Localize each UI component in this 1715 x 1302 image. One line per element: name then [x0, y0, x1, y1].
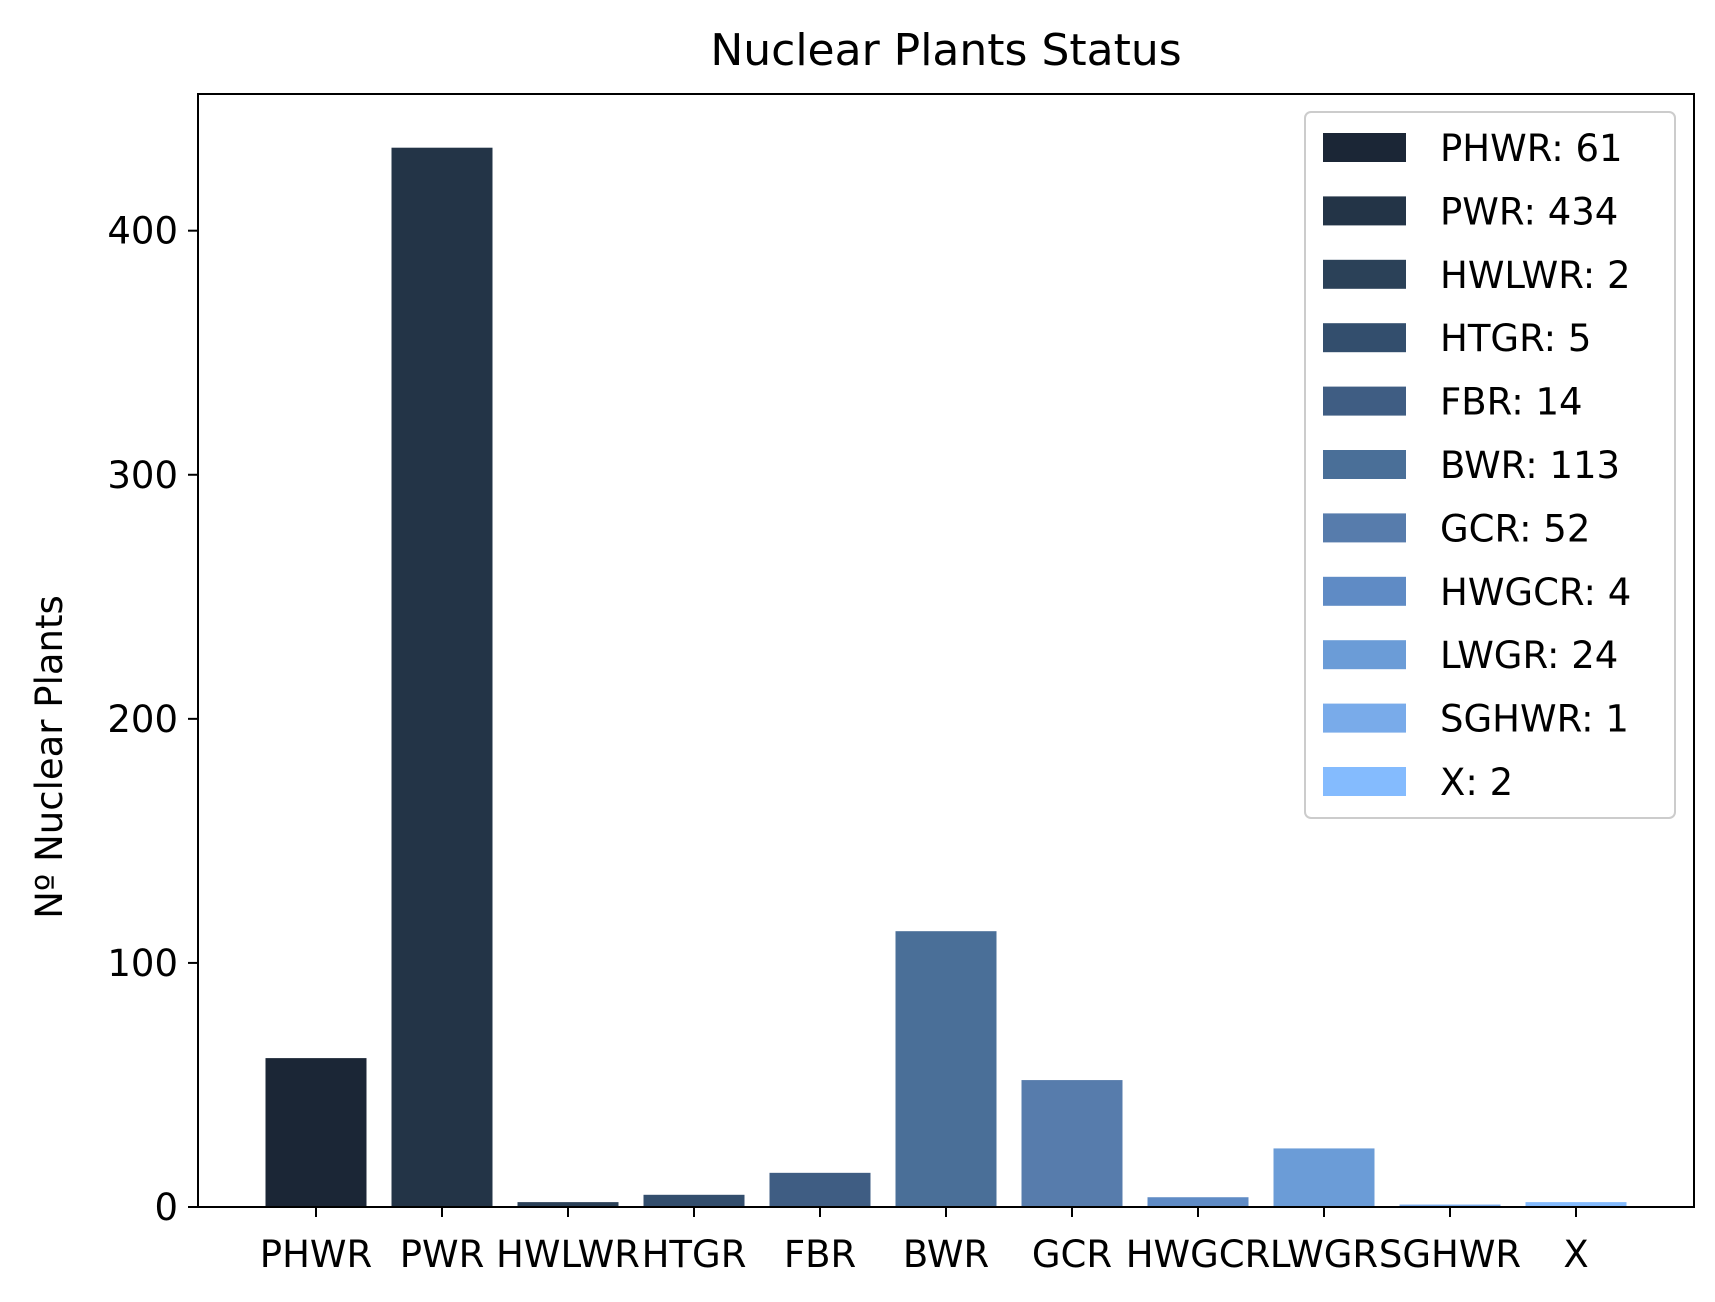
legend-swatch — [1323, 259, 1406, 289]
legend-swatch — [1323, 640, 1406, 670]
x-tick-label: FBR — [784, 1233, 856, 1276]
x-tick-label: BWR — [903, 1233, 989, 1276]
bar-hwgcr — [1147, 1197, 1249, 1207]
x-tick-label: X — [1563, 1233, 1588, 1276]
x-tick-label: LWGR — [1270, 1233, 1378, 1276]
bar-pwr — [391, 147, 493, 1207]
legend-label: PHWR: 61 — [1440, 127, 1623, 170]
x-tick-label: SGHWR — [1379, 1233, 1521, 1276]
bars-layer — [265, 147, 1627, 1207]
bar-fbr — [769, 1172, 871, 1207]
legend-swatch — [1323, 196, 1406, 226]
legend-swatch — [1323, 450, 1406, 479]
bar-x — [1525, 1202, 1627, 1207]
x-tick-label: PHWR — [260, 1233, 372, 1276]
legend-label: FBR: 14 — [1440, 381, 1583, 424]
legend-label: X: 2 — [1440, 761, 1513, 804]
legend-label: HTGR: 5 — [1440, 317, 1591, 360]
bar-bwr — [895, 931, 997, 1207]
ticks-layer: PHWR PWR HWLWR HTGR FBR BWR GCR HWGCR LWGR SGHWR X… — [107, 210, 1588, 1276]
legend-label: HWLWR: 2 — [1440, 254, 1631, 297]
bar-lwgr — [1273, 1148, 1375, 1207]
bar-phwr — [265, 1058, 367, 1207]
legend-swatch — [1323, 323, 1406, 353]
legend-swatch — [1323, 386, 1406, 416]
legend-swatch — [1323, 133, 1406, 162]
x-tick-label: HWLWR — [496, 1233, 640, 1276]
y-tick-label: 100 — [107, 942, 178, 985]
legend-label: LWGR: 24 — [1440, 634, 1618, 677]
y-tick-label: 200 — [107, 698, 178, 741]
legend-swatch — [1323, 767, 1406, 796]
x-tick-label: GCR — [1032, 1233, 1112, 1276]
x-tick-label: PWR — [400, 1233, 485, 1276]
y-axis-label: Nº Nuclear Plants — [28, 595, 71, 919]
y-tick-label: 400 — [107, 210, 178, 253]
legend-swatch — [1323, 513, 1406, 543]
chart-title: Nuclear Plants Status — [710, 25, 1181, 76]
x-tick-label: HTGR — [642, 1233, 747, 1276]
legend: PHWR: 61 PWR: 434 HWLWR: 2 HTGR: 5 FBR: 14 BW… — [1304, 111, 1676, 819]
legend-label: GCR: 52 — [1440, 507, 1590, 550]
legend-items: PHWR: 61 PWR: 434 HWLWR: 2 HTGR: 5 FBR: 14 BW… — [1323, 127, 1631, 804]
y-tick-label: 0 — [154, 1186, 178, 1229]
bar-gcr — [1021, 1080, 1123, 1207]
y-tick-label: 300 — [107, 454, 178, 497]
legend-label: HWGCR: 4 — [1440, 571, 1631, 614]
legend-label: PWR: 434 — [1440, 190, 1618, 233]
x-tick-label: HWGCR — [1126, 1233, 1271, 1276]
legend-label: SGHWR: 1 — [1440, 698, 1629, 741]
legend-swatch — [1323, 576, 1406, 606]
legend-swatch — [1323, 703, 1406, 733]
legend-label: BWR: 113 — [1440, 444, 1620, 487]
bar-sghwr — [1399, 1204, 1501, 1207]
bar-htgr — [643, 1194, 745, 1207]
plot-frame — [197, 93, 1695, 1208]
bar-hwlwr — [517, 1202, 619, 1207]
